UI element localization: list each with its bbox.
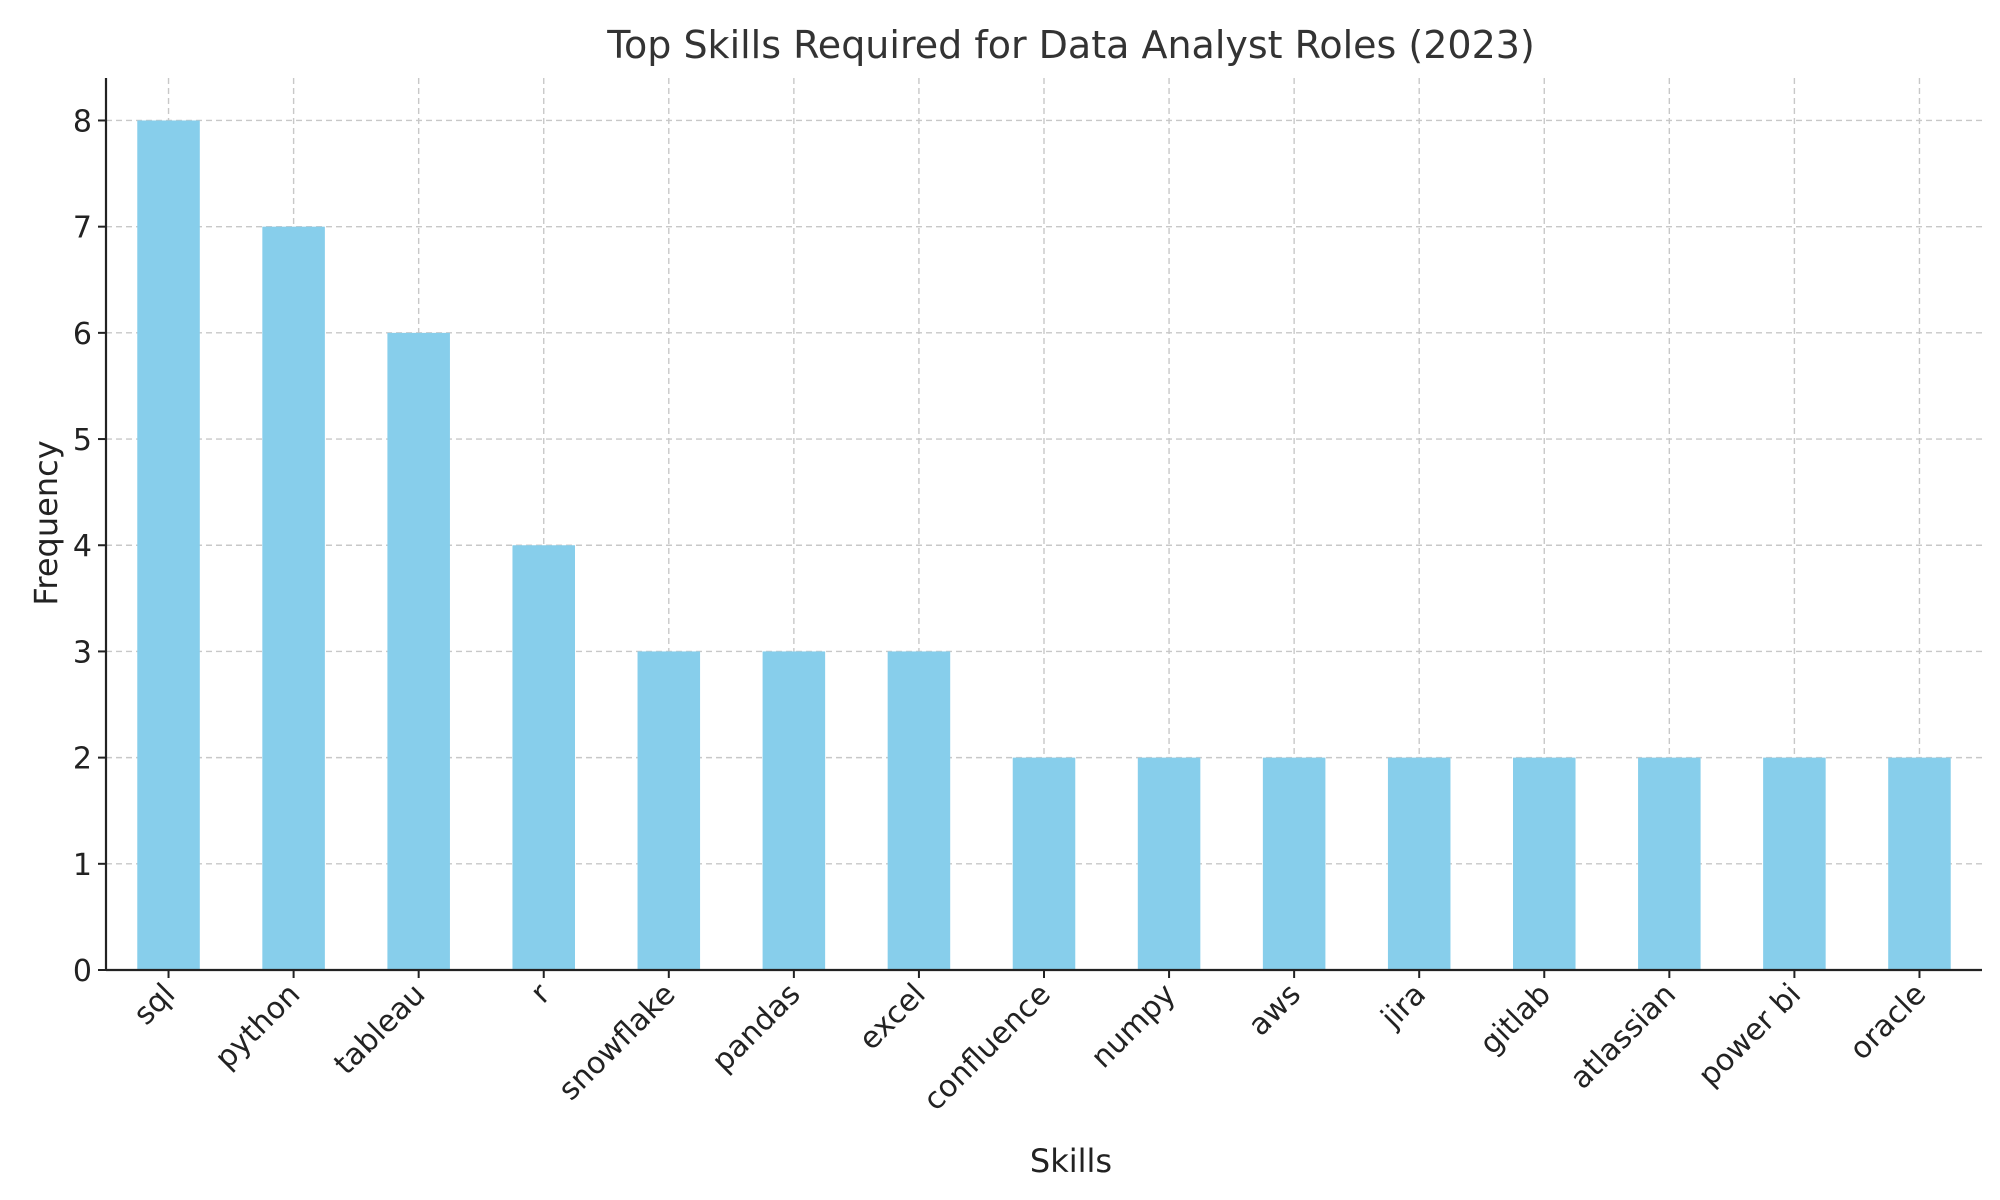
bars-layer (137, 120, 1951, 970)
y-tick-label: 7 (73, 211, 92, 246)
x-tick-label: atlassian (1564, 977, 1683, 1096)
bar-r (512, 545, 575, 970)
x-tick-label: excel (852, 977, 932, 1057)
bar-confluence (1012, 757, 1076, 970)
x-tick-label: numpy (1084, 977, 1182, 1075)
y-tick-label: 2 (73, 742, 92, 777)
x-tick-label: aws (1242, 977, 1308, 1043)
x-axis-label: Skills (1030, 1142, 1112, 1180)
bar-excel (887, 651, 951, 970)
y-tick-label: 0 (73, 954, 92, 989)
x-tick-label: python (208, 977, 307, 1076)
bar-oracle (1888, 757, 1951, 970)
bar-gitlab (1513, 757, 1576, 970)
y-axis-label: Frequency (27, 440, 65, 605)
y-ticks: 0 1 2 3 4 5 6 7 8 (73, 104, 106, 989)
y-tick-label: 6 (73, 317, 92, 352)
bar-sql (137, 120, 200, 970)
bar-aws (1262, 757, 1326, 970)
x-tick-label: sql (127, 977, 182, 1032)
y-tick-label: 4 (73, 529, 92, 564)
bar-tableau (387, 332, 450, 970)
bar-jira (1387, 757, 1451, 970)
x-tick-label: snowflake (552, 977, 683, 1108)
y-tick-label: 5 (73, 423, 92, 458)
x-tick-label: tableau (327, 977, 432, 1082)
x-tick-label: oracle (1843, 977, 1933, 1067)
x-tick-label: power bi (1692, 977, 1808, 1093)
x-tick-label: r (524, 976, 558, 1010)
x-tick-label: pandas (705, 977, 807, 1079)
bar-pandas (762, 651, 826, 970)
bar-snowflake (637, 651, 701, 970)
bar-atlassian (1638, 757, 1701, 970)
x-tick-label: jira (1374, 977, 1433, 1036)
y-tick-label: 3 (73, 635, 92, 670)
bar-power-bi (1763, 757, 1826, 970)
bar-numpy (1137, 757, 1201, 970)
y-tick-label: 8 (73, 104, 92, 139)
x-tick-label: gitlab (1473, 977, 1558, 1062)
chart-title: Top Skills Required for Data Analyst Rol… (606, 23, 1535, 67)
y-tick-label: 1 (73, 848, 92, 883)
x-tick-label: confluence (917, 977, 1058, 1118)
bar-python (262, 226, 325, 970)
